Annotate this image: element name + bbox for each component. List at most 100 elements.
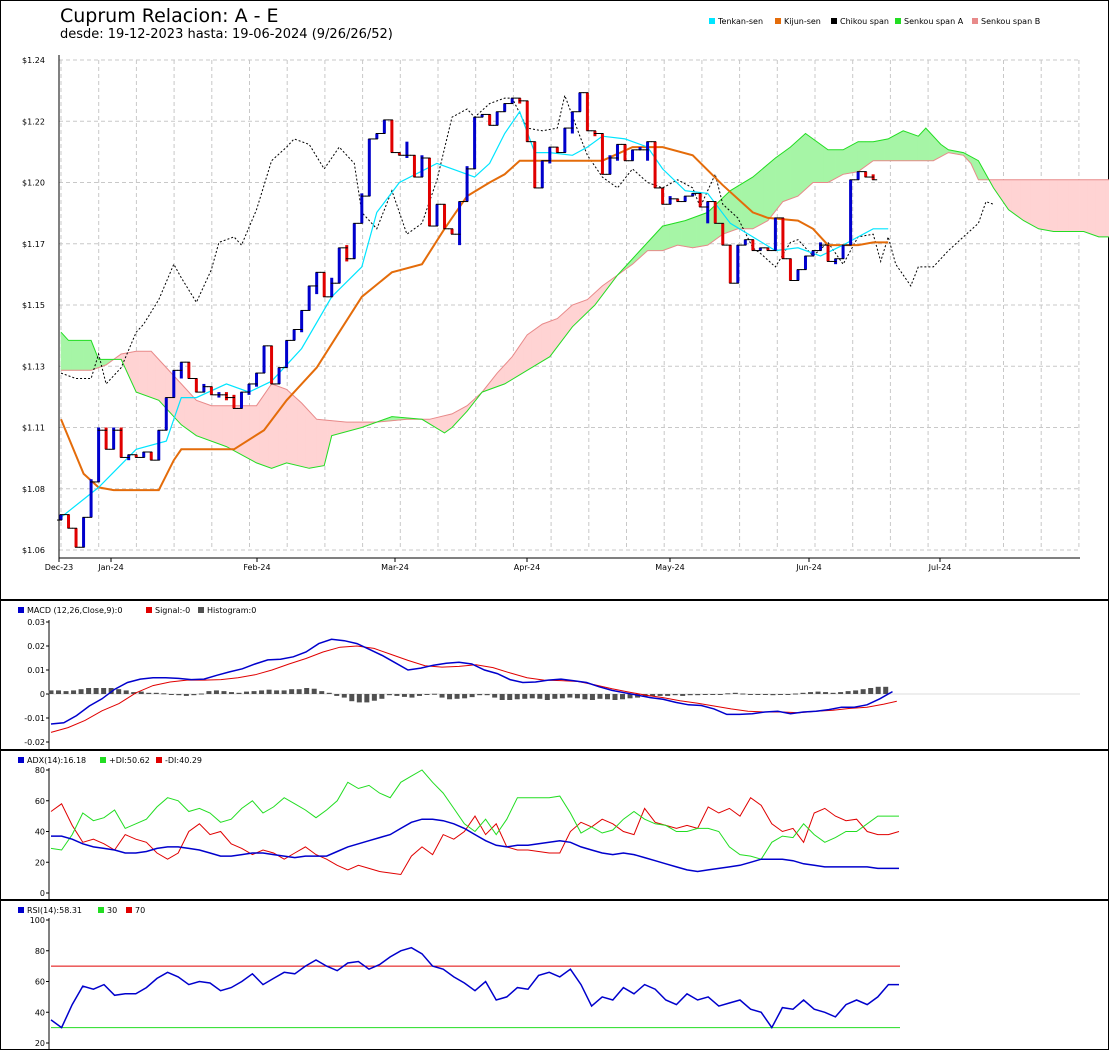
cloud-bullish-segment (669, 222, 675, 249)
ohlc-bar-down (696, 192, 705, 208)
macd-histogram-bar (725, 693, 731, 695)
ohlc-bar-up (478, 113, 487, 118)
cloud-bearish-segment (1049, 179, 1054, 232)
ohlc-bar-up (237, 391, 246, 409)
cloud-bullish-segment (899, 130, 904, 162)
legend-swatch (972, 18, 978, 24)
indicator-y-tick-label: 20 (35, 1039, 45, 1048)
cloud-bullish-segment (887, 136, 893, 162)
macd-histogram-bar (447, 694, 453, 700)
ohlc-bar-up (500, 103, 509, 113)
ohlc-bar-body (390, 119, 394, 153)
cloud-bullish-segment (771, 157, 776, 217)
macd-histogram-bar (198, 693, 204, 695)
cloud-bullish-segment (681, 220, 686, 247)
ohlc-bar-up (365, 138, 374, 197)
cloud-bearish-segment (1057, 179, 1062, 232)
macd-histogram-bar (221, 691, 227, 694)
ohlc-bar-body (67, 514, 71, 529)
cloud-bearish-segment (1030, 179, 1036, 228)
ichimoku-cloud (60, 127, 1109, 469)
ohlc-bar-down (117, 427, 126, 458)
ohlc-bar-up (681, 195, 690, 203)
cloud-bullish-segment (880, 139, 885, 162)
ohlc-bar-body (653, 141, 657, 188)
indicator-y-tick-label: 60 (35, 978, 45, 987)
indicator-legend-swatch (156, 757, 162, 763)
cloud-bearish-segment (1038, 179, 1043, 230)
ohlc-bar-up (312, 271, 321, 295)
macd-histogram-bar (477, 694, 483, 696)
macd-histogram-bar (364, 694, 370, 703)
macd-histogram-bar (853, 690, 859, 694)
cloud-bullish-segment (895, 132, 900, 162)
ohlc-bar-up (854, 171, 863, 181)
cloud-bearish-segment (139, 350, 145, 396)
cloud-bearish-segment (214, 405, 220, 445)
macd-histogram-bar (356, 694, 362, 703)
ohlc-bar-down (673, 198, 682, 203)
macd-histogram-bar (702, 694, 708, 695)
ohlc-bar-body (683, 196, 687, 202)
indicator-legend-label: ADX(14):16.18 (27, 756, 86, 765)
ohlc-bar-body (450, 228, 454, 235)
ohlc-bar-down (778, 217, 787, 260)
ohlc-bar-body (698, 193, 702, 207)
cloud-bearish-segment (267, 382, 272, 469)
price-grid (59, 59, 1080, 551)
cloud-bullish-segment (842, 147, 848, 175)
macd-histogram-bar (439, 694, 445, 698)
ohlc-bar-down (410, 154, 419, 178)
macd-histogram-bar (755, 694, 761, 695)
ohlc-bar-up (756, 247, 765, 252)
macd-histogram-bar (116, 689, 122, 694)
ohlc-bar-up (417, 155, 426, 178)
ohlc-bar-body (232, 394, 236, 409)
cloud-bullish-segment (775, 154, 780, 212)
ohlc-bar-up (260, 345, 269, 374)
cloud-bearish-segment (301, 402, 306, 468)
ohlc-bar-body (345, 245, 349, 262)
indicator-y-tick-label: 40 (35, 828, 45, 837)
ohlc-bar-body (443, 204, 447, 229)
ohlc-bar-body (104, 427, 108, 450)
cloud-bullish-segment (872, 140, 878, 162)
ohlc-bar-down (530, 141, 539, 189)
cloud-bullish-segment (699, 213, 705, 247)
cloud-bearish-segment (1094, 179, 1100, 238)
macd-histogram-bar (770, 694, 776, 696)
ohlc-bar-up (402, 141, 411, 158)
legend-label: Kijun-sen (784, 17, 821, 26)
price-x-tick-label: Apr-24 (514, 563, 540, 572)
macd-histogram-bar (349, 694, 355, 702)
ohlc-bar-body (315, 272, 319, 295)
legend-label: Senkou span B (981, 17, 1040, 26)
macd-histogram-bar (687, 694, 693, 696)
ohlc-bar-up (538, 160, 547, 189)
ohlc-bar-up (839, 244, 848, 260)
ohlc-bar-up (350, 222, 359, 260)
macd-histogram-bar (830, 692, 836, 694)
ohlc-bar-body (427, 158, 431, 227)
cloud-bearish-segment (181, 383, 186, 429)
cloud-bearish-segment (188, 391, 193, 434)
ohlc-bar-down (342, 245, 351, 262)
legend-swatch (709, 18, 715, 24)
cloud-bearish-segment (549, 319, 554, 358)
indicator-legend-label: -DI:40.29 (165, 756, 202, 765)
ohlc-bar-body (811, 250, 815, 256)
cloud-bearish-segment (203, 402, 208, 441)
macd-histogram-bar (386, 694, 392, 696)
indicator-y-tick-label: -0.02 (24, 738, 45, 747)
macd-histogram-bar (341, 694, 347, 698)
cloud-bullish-segment (688, 217, 693, 249)
macd-histogram-bar (574, 694, 580, 699)
price-x-tick-label: Feb-24 (243, 563, 270, 572)
macd-signal-line (50, 645, 897, 733)
ohlc-bar-body (112, 427, 116, 450)
cloud-bearish-segment (1068, 179, 1073, 232)
ohlc-bar-up (214, 392, 223, 398)
cloud-bullish-segment (808, 135, 814, 187)
ohlc-bar-down (651, 141, 660, 189)
macd-histogram-bar (620, 694, 626, 700)
